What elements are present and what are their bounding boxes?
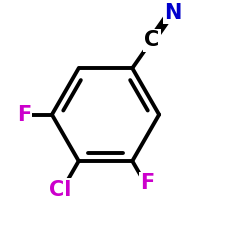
Text: F: F bbox=[140, 173, 154, 193]
Text: Cl: Cl bbox=[49, 180, 72, 200]
Text: N: N bbox=[164, 3, 181, 23]
Text: C: C bbox=[144, 30, 160, 50]
Text: F: F bbox=[17, 104, 31, 124]
